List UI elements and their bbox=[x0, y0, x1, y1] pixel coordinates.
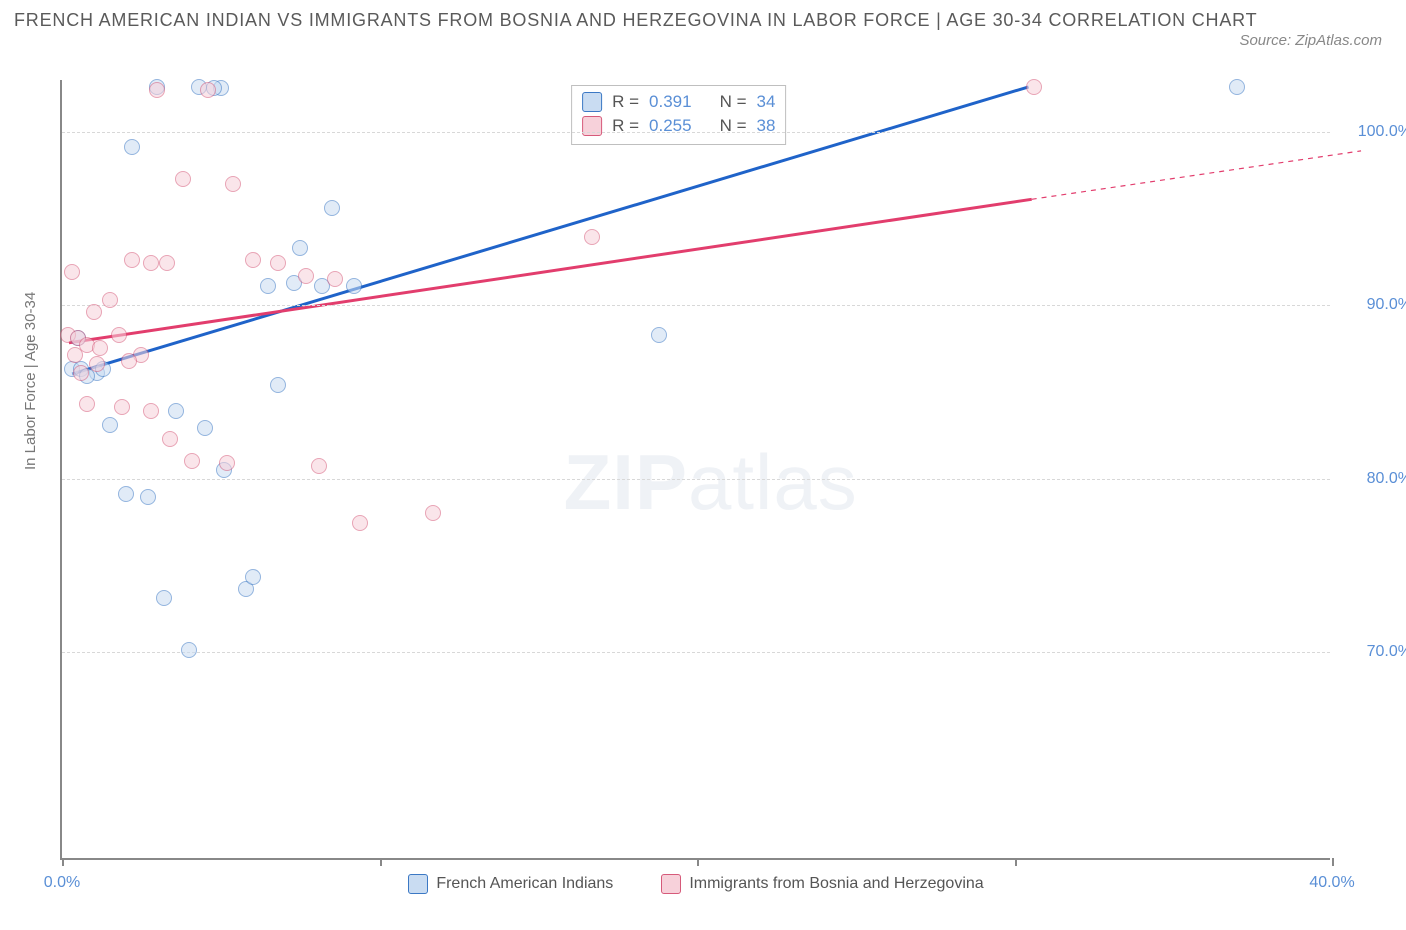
data-point-s2 bbox=[225, 176, 241, 192]
legend: French American Indians Immigrants from … bbox=[62, 874, 1330, 894]
gridline bbox=[62, 652, 1330, 653]
data-point-s2 bbox=[298, 268, 314, 284]
data-point-s2 bbox=[92, 340, 108, 356]
plot-area: ZIPatlas R = 0.391 N = 34 R = 0.255 N = … bbox=[60, 80, 1330, 860]
stats-row-s2: R = 0.255 N = 38 bbox=[582, 114, 775, 138]
x-tick-mark bbox=[380, 858, 382, 866]
stats-R-label: R = bbox=[612, 90, 639, 114]
x-tick-mark bbox=[62, 858, 64, 866]
data-point-s2 bbox=[425, 505, 441, 521]
data-point-s2 bbox=[1026, 79, 1042, 95]
data-point-s1 bbox=[118, 486, 134, 502]
data-point-s1 bbox=[1229, 79, 1245, 95]
data-point-s2 bbox=[184, 453, 200, 469]
x-tick-mark bbox=[697, 858, 699, 866]
swatch-s1 bbox=[582, 92, 602, 112]
data-point-s1 bbox=[324, 200, 340, 216]
y-tick-label: 100.0% bbox=[1358, 123, 1406, 141]
data-point-s1 bbox=[197, 420, 213, 436]
data-point-s1 bbox=[270, 377, 286, 393]
x-tick-label: 40.0% bbox=[1309, 874, 1354, 892]
stats-R-s2: 0.255 bbox=[649, 114, 692, 138]
stats-N-s1: 34 bbox=[757, 90, 776, 114]
data-point-s2 bbox=[162, 431, 178, 447]
data-point-s2 bbox=[67, 347, 83, 363]
data-point-s2 bbox=[200, 82, 216, 98]
data-point-s2 bbox=[143, 255, 159, 271]
data-point-s1 bbox=[140, 489, 156, 505]
stats-N-s2: 38 bbox=[757, 114, 776, 138]
data-point-s1 bbox=[292, 240, 308, 256]
source-citation: Source: ZipAtlas.com bbox=[1239, 32, 1382, 49]
data-point-s2 bbox=[270, 255, 286, 271]
stats-N-label: N = bbox=[720, 114, 747, 138]
data-point-s2 bbox=[149, 82, 165, 98]
data-point-s2 bbox=[143, 403, 159, 419]
x-tick-mark bbox=[1332, 858, 1334, 866]
legend-label-s2: Immigrants from Bosnia and Herzegovina bbox=[689, 875, 983, 893]
data-point-s1 bbox=[245, 569, 261, 585]
data-point-s2 bbox=[124, 252, 140, 268]
data-point-s2 bbox=[121, 353, 137, 369]
data-point-s1 bbox=[181, 642, 197, 658]
gridline bbox=[62, 479, 1330, 480]
gridline bbox=[62, 305, 1330, 306]
data-point-s2 bbox=[86, 304, 102, 320]
data-point-s1 bbox=[346, 278, 362, 294]
stats-N-label: N = bbox=[720, 90, 747, 114]
data-point-s2 bbox=[73, 365, 89, 381]
y-tick-label: 90.0% bbox=[1367, 296, 1406, 314]
legend-label-s1: French American Indians bbox=[436, 875, 613, 893]
data-point-s2 bbox=[327, 271, 343, 287]
data-point-s1 bbox=[260, 278, 276, 294]
data-point-s2 bbox=[219, 455, 235, 471]
swatch-s2 bbox=[582, 116, 602, 136]
y-axis-label: In Labor Force | Age 30-34 bbox=[22, 292, 39, 470]
stats-box: R = 0.391 N = 34 R = 0.255 N = 38 bbox=[571, 85, 786, 145]
data-point-s2 bbox=[352, 515, 368, 531]
data-point-s2 bbox=[79, 396, 95, 412]
data-point-s2 bbox=[245, 252, 261, 268]
data-point-s1 bbox=[124, 139, 140, 155]
y-tick-label: 80.0% bbox=[1367, 470, 1406, 488]
y-tick-label: 70.0% bbox=[1367, 643, 1406, 661]
legend-swatch-s1 bbox=[408, 874, 428, 894]
chart-container: FRENCH AMERICAN INDIAN VS IMMIGRANTS FRO… bbox=[0, 0, 1406, 930]
data-point-s2 bbox=[64, 264, 80, 280]
x-tick-label: 0.0% bbox=[44, 874, 80, 892]
data-point-s2 bbox=[111, 327, 127, 343]
data-point-s1 bbox=[168, 403, 184, 419]
trend-svg bbox=[62, 80, 1330, 858]
stats-R-s1: 0.391 bbox=[649, 90, 692, 114]
data-point-s1 bbox=[156, 590, 172, 606]
legend-swatch-s2 bbox=[661, 874, 681, 894]
data-point-s1 bbox=[651, 327, 667, 343]
data-point-s2 bbox=[584, 229, 600, 245]
legend-item-s1: French American Indians bbox=[408, 874, 613, 894]
legend-item-s2: Immigrants from Bosnia and Herzegovina bbox=[661, 874, 983, 894]
stats-R-label: R = bbox=[612, 114, 639, 138]
data-point-s2 bbox=[175, 171, 191, 187]
data-point-s1 bbox=[102, 417, 118, 433]
chart-title: FRENCH AMERICAN INDIAN VS IMMIGRANTS FRO… bbox=[14, 6, 1266, 34]
data-point-s2 bbox=[89, 356, 105, 372]
data-point-s2 bbox=[102, 292, 118, 308]
x-tick-mark bbox=[1015, 858, 1017, 866]
gridline bbox=[62, 132, 1330, 133]
data-point-s2 bbox=[114, 399, 130, 415]
data-point-s2 bbox=[311, 458, 327, 474]
stats-row-s1: R = 0.391 N = 34 bbox=[582, 90, 775, 114]
data-point-s2 bbox=[159, 255, 175, 271]
